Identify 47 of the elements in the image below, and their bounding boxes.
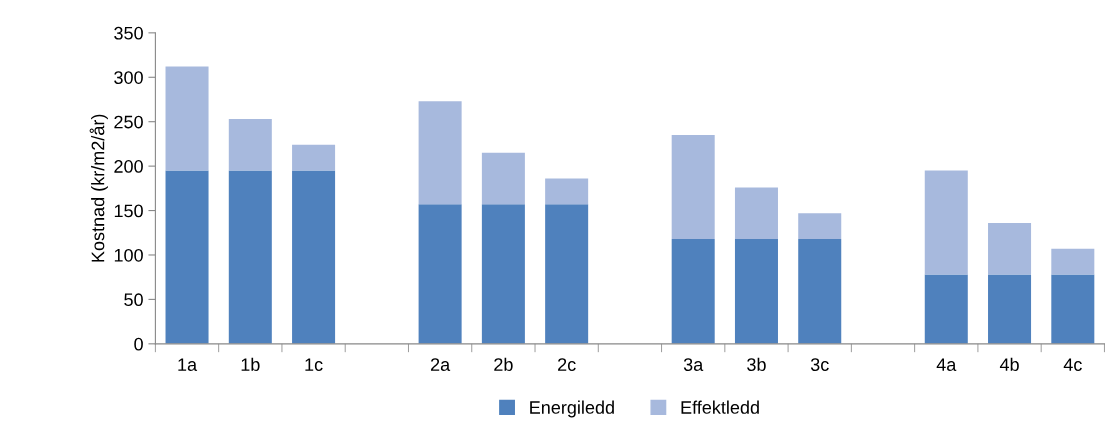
bar (481, 204, 525, 344)
bar (671, 238, 715, 344)
bar (418, 204, 462, 344)
bar (545, 178, 589, 205)
bar (988, 274, 1032, 344)
bar (545, 204, 589, 344)
x-tick-label: 4b (999, 357, 1019, 371)
bar (734, 187, 778, 239)
bar (671, 135, 715, 239)
bar (292, 144, 336, 171)
x-tick-label: 2c (558, 358, 576, 371)
bar (228, 170, 272, 344)
y-tick-label: 250 (114, 115, 143, 129)
bar (1051, 248, 1095, 275)
bar (292, 170, 336, 344)
bar (1051, 274, 1095, 344)
y-tick-label: 100 (114, 248, 143, 262)
x-tick-label: 4a (936, 358, 957, 371)
legend-label: Energiledd (530, 400, 614, 418)
x-tick-label: 1a (178, 358, 198, 371)
y-tick-label: 50 (124, 293, 143, 307)
bar (798, 238, 842, 344)
y-tick-label: 200 (114, 160, 143, 173)
x-tick-label: 4c (1063, 358, 1082, 371)
x-tick-label: 1c (305, 358, 323, 371)
bar (924, 170, 968, 275)
bar (798, 213, 842, 239)
x-tick-label: 1b (241, 357, 260, 371)
y-tick-label: 150 (114, 204, 143, 218)
x-tick-label: 2b (494, 357, 513, 371)
bar (924, 274, 968, 344)
bar (988, 222, 1032, 275)
bar (165, 66, 209, 171)
x-tick-label: 3c (810, 358, 829, 371)
y-tick-label: 350 (114, 26, 143, 40)
bar (734, 238, 778, 344)
x-tick-label: 3b (747, 357, 766, 371)
bar (418, 101, 462, 205)
bar (165, 170, 209, 344)
y-tick-label: 300 (114, 71, 143, 84)
y-tick-label: 0 (134, 337, 143, 351)
bar (481, 152, 525, 205)
y-axis-title: Kostnad (kr/m2/år) (89, 114, 108, 262)
x-tick-label: 3a (683, 358, 704, 371)
legend-label: Effektledd (681, 400, 759, 414)
x-tick-label: 2a (430, 358, 451, 371)
bar (228, 119, 272, 171)
